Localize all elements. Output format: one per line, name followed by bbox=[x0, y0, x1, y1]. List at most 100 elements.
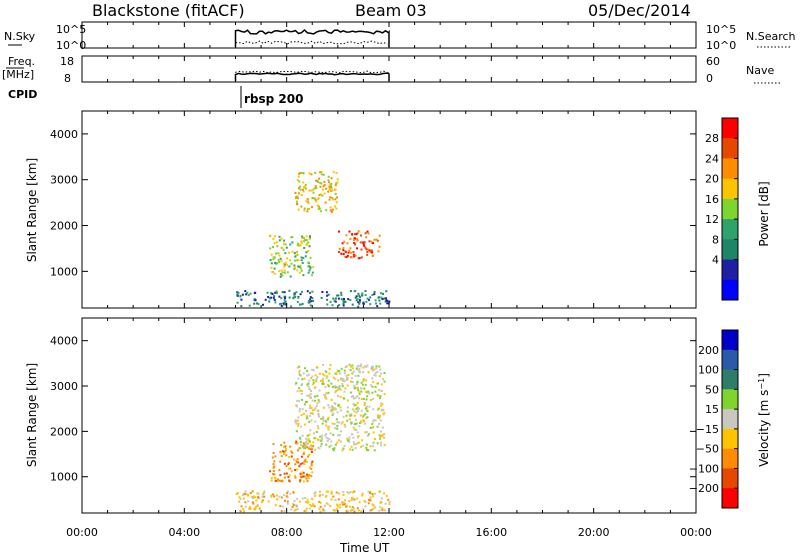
data-cell bbox=[295, 459, 298, 462]
data-cell bbox=[325, 209, 328, 212]
data-cell bbox=[336, 507, 339, 510]
data-cell bbox=[342, 302, 345, 305]
data-cell bbox=[280, 297, 283, 300]
data-cell bbox=[343, 240, 346, 243]
data-cell bbox=[241, 293, 244, 296]
data-cell bbox=[331, 405, 334, 408]
data-cell bbox=[325, 424, 328, 427]
data-cell bbox=[283, 303, 285, 306]
data-cell bbox=[310, 497, 313, 500]
data-cell bbox=[363, 244, 366, 247]
data-cell bbox=[309, 503, 312, 506]
data-cell bbox=[307, 241, 310, 244]
data-cell bbox=[336, 196, 338, 199]
data-cell bbox=[366, 391, 368, 394]
data-cell bbox=[283, 441, 286, 444]
data-cell bbox=[356, 402, 359, 404]
data-cell bbox=[249, 507, 252, 510]
data-cell bbox=[351, 433, 354, 436]
data-cell bbox=[274, 301, 277, 304]
data-cell bbox=[341, 242, 344, 245]
data-cell bbox=[252, 495, 255, 498]
colorbar-swatch bbox=[722, 349, 738, 371]
data-cell bbox=[354, 243, 357, 246]
data-cell bbox=[272, 466, 275, 469]
data-cell bbox=[246, 291, 249, 294]
data-cell bbox=[316, 179, 319, 182]
data-cell bbox=[351, 233, 354, 236]
data-cell bbox=[306, 417, 309, 420]
colorbar-frame bbox=[721, 117, 739, 301]
data-cell bbox=[294, 383, 297, 386]
x-tick-label: 20:00 bbox=[578, 526, 610, 539]
data-cell bbox=[239, 497, 242, 500]
data-cell bbox=[349, 247, 352, 250]
data-cell bbox=[323, 509, 326, 512]
data-cell bbox=[298, 172, 301, 175]
nsky-right-tick-bottom: 10^0 bbox=[706, 39, 736, 52]
data-cell bbox=[355, 367, 358, 370]
data-cell bbox=[308, 453, 311, 456]
data-cell bbox=[329, 432, 332, 435]
data-cell bbox=[283, 271, 286, 274]
data-cell bbox=[344, 255, 347, 258]
data-cell bbox=[309, 404, 312, 407]
data-cell bbox=[372, 408, 375, 411]
data-cell bbox=[307, 477, 310, 480]
data-cell bbox=[371, 368, 374, 370]
data-cell bbox=[285, 246, 288, 249]
data-cell bbox=[324, 420, 327, 423]
data-cell bbox=[328, 445, 331, 448]
data-cell bbox=[356, 298, 359, 301]
data-cell bbox=[313, 408, 316, 411]
data-cell bbox=[355, 386, 358, 389]
data-cell bbox=[308, 394, 311, 397]
beam-title: Beam 03 bbox=[355, 1, 427, 20]
data-cell bbox=[299, 438, 302, 441]
data-cell bbox=[342, 249, 345, 252]
data-cell bbox=[300, 389, 303, 392]
data-cell bbox=[365, 431, 368, 433]
data-cell bbox=[380, 441, 382, 444]
data-cell bbox=[319, 445, 322, 448]
data-cell bbox=[358, 390, 361, 393]
data-cell bbox=[318, 447, 321, 450]
data-cell bbox=[302, 274, 305, 277]
data-cell bbox=[380, 444, 382, 447]
data-cell bbox=[311, 412, 314, 415]
data-cell bbox=[335, 182, 338, 185]
data-cell bbox=[377, 296, 380, 299]
data-cell bbox=[282, 494, 285, 497]
data-cell bbox=[353, 237, 356, 240]
data-cell bbox=[335, 509, 337, 512]
data-cell bbox=[307, 455, 309, 458]
data-cell bbox=[300, 256, 303, 259]
data-cell bbox=[306, 394, 309, 397]
data-cell bbox=[332, 208, 334, 211]
data-cell bbox=[380, 430, 382, 433]
data-cell bbox=[288, 289, 291, 292]
data-cell bbox=[324, 201, 327, 204]
data-cell bbox=[315, 380, 318, 383]
data-cell bbox=[371, 242, 374, 245]
data-cell bbox=[362, 444, 365, 447]
data-cell bbox=[308, 445, 311, 448]
data-cell bbox=[336, 427, 339, 430]
data-cell bbox=[348, 249, 351, 252]
data-cell bbox=[297, 259, 300, 262]
data-cell bbox=[288, 480, 291, 483]
data-cell bbox=[343, 380, 346, 383]
data-cell bbox=[368, 240, 371, 243]
x-tick-label: 00:00 bbox=[66, 526, 98, 539]
data-cell bbox=[376, 382, 379, 385]
data-cell bbox=[280, 510, 283, 513]
data-cell bbox=[378, 299, 381, 302]
data-cell bbox=[308, 379, 311, 382]
data-cell bbox=[326, 375, 329, 378]
data-cell bbox=[316, 409, 319, 412]
data-cell bbox=[236, 492, 239, 494]
data-cell bbox=[290, 508, 293, 511]
data-cell bbox=[372, 426, 375, 428]
data-cell bbox=[332, 449, 335, 452]
data-cell bbox=[353, 490, 356, 493]
